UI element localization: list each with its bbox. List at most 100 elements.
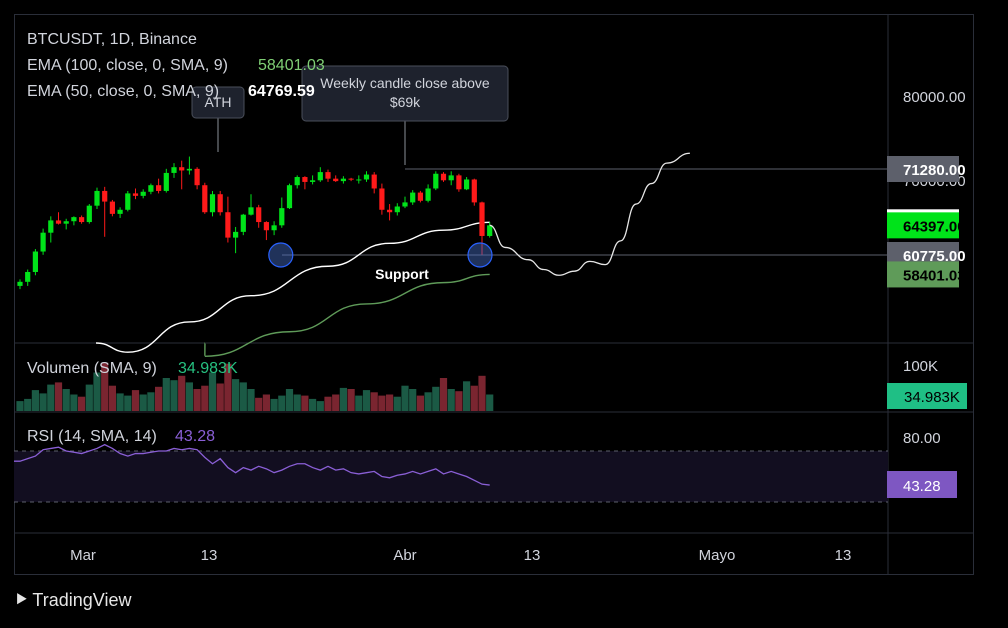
volume-bar	[101, 362, 109, 411]
volume-bars	[16, 362, 494, 411]
volume-bar	[262, 394, 270, 411]
rsi-line	[14, 443, 490, 486]
candle-body	[117, 209, 123, 214]
candle-body	[25, 271, 31, 282]
volume-legend-value: 34.983K	[178, 360, 238, 377]
price-tick-80000: 80000.00	[903, 89, 966, 106]
price-badge	[887, 261, 959, 288]
tradingview-name: TradingView	[32, 590, 132, 610]
rsi-axis-tick: 80.00	[903, 430, 941, 447]
volume-bar	[108, 385, 116, 411]
candle-body	[271, 225, 277, 231]
candle-body	[487, 225, 493, 236]
candle-body	[333, 178, 339, 182]
volume-bar	[78, 396, 86, 411]
candle-body	[433, 173, 439, 189]
volume-bar	[178, 375, 186, 411]
volume-bar	[155, 386, 163, 411]
volume-bar	[170, 380, 178, 411]
volume-bar	[270, 398, 278, 411]
candle-body	[356, 179, 362, 181]
candle-body	[17, 281, 23, 286]
volume-bar	[208, 372, 217, 411]
support-touch-circle	[268, 242, 294, 268]
candle-body	[294, 177, 300, 186]
volume-bar	[131, 390, 140, 411]
volume-bar	[239, 382, 247, 411]
volume-axis-tick: 100K	[903, 358, 938, 375]
candle-body	[387, 209, 393, 213]
candle-body	[217, 194, 223, 213]
volume-bar	[478, 375, 486, 411]
ema100-legend-name: EMA (100, close, 0, SMA, 9)	[27, 57, 228, 74]
candle-body	[202, 185, 208, 213]
weekly-callout-line1: Weekly candle close above	[320, 75, 490, 91]
volume-bar	[85, 384, 93, 411]
volume-bar	[201, 385, 209, 411]
rsi-badge-text: 43.28	[903, 478, 941, 495]
candle-body	[94, 190, 100, 206]
candle-body	[140, 191, 146, 196]
volume-bar	[447, 389, 455, 411]
rsi-legend-value: 43.28	[175, 428, 215, 445]
price-badge-text: 64397.00	[903, 218, 966, 235]
price-badge-text: 60775.00	[903, 248, 966, 265]
volume-bar	[470, 385, 478, 411]
rsi-band	[14, 451, 888, 502]
volume-bar	[278, 395, 286, 411]
volume-bar	[486, 394, 494, 411]
candle-body	[40, 232, 46, 252]
volume-bar	[439, 378, 448, 411]
candle-body	[379, 188, 385, 210]
candle-body	[86, 205, 92, 223]
candle-body	[102, 190, 108, 202]
ema50-legend-name: EMA (50, close, 0, SMA, 9)	[27, 83, 219, 100]
volume-bar	[324, 396, 332, 411]
volume-bar	[332, 394, 340, 411]
candle-body	[186, 168, 192, 171]
candle-body	[440, 173, 447, 181]
volume-bar	[339, 387, 347, 411]
ema100-line	[204, 273, 490, 358]
candle-body	[302, 177, 308, 182]
rsi-badge	[887, 471, 957, 498]
volume-bar	[116, 393, 124, 411]
projection-line	[489, 152, 690, 276]
tradingview-brand[interactable]: ⯈ TradingView	[14, 590, 131, 611]
ath-callout-box	[191, 86, 245, 119]
volume-bar	[124, 395, 132, 411]
volume-bar	[16, 401, 24, 411]
candle-body	[179, 167, 185, 171]
price-badge	[887, 212, 959, 239]
candle-body	[256, 207, 262, 223]
candle-body	[171, 167, 177, 173]
volume-bar	[378, 395, 386, 411]
candle-body	[340, 178, 346, 182]
rsi-legend-name: RSI (14, SMA, 14)	[27, 428, 157, 445]
volume-bar	[393, 396, 401, 411]
ema100-legend-value: 58401.03	[258, 57, 325, 74]
time-axis: Mar 13 Abr 13 Mayo 13	[70, 547, 851, 564]
candle-body	[71, 217, 77, 222]
volume-bar	[247, 389, 255, 411]
volume-bar	[185, 382, 193, 411]
volume-bar	[139, 394, 147, 411]
volume-bar	[285, 389, 294, 411]
candle-body	[132, 193, 139, 196]
candle-body	[125, 193, 131, 210]
volume-bar	[232, 379, 240, 411]
ema50-line	[95, 221, 490, 353]
volume-bar	[147, 392, 155, 411]
time-tick-label: 13	[201, 547, 218, 564]
weekly-callout-line2: $69k	[390, 94, 421, 110]
volume-bar	[255, 397, 263, 411]
volume-bar	[455, 391, 463, 411]
volume-bar	[409, 389, 417, 411]
candle-body	[156, 185, 162, 191]
price-badge	[887, 156, 959, 182]
symbol-title: BTCUSDT, 1D, Binance	[27, 31, 197, 48]
volume-bar	[70, 394, 78, 411]
candle-body	[363, 174, 370, 180]
tradingview-logo-icon: ⯈	[14, 590, 28, 610]
